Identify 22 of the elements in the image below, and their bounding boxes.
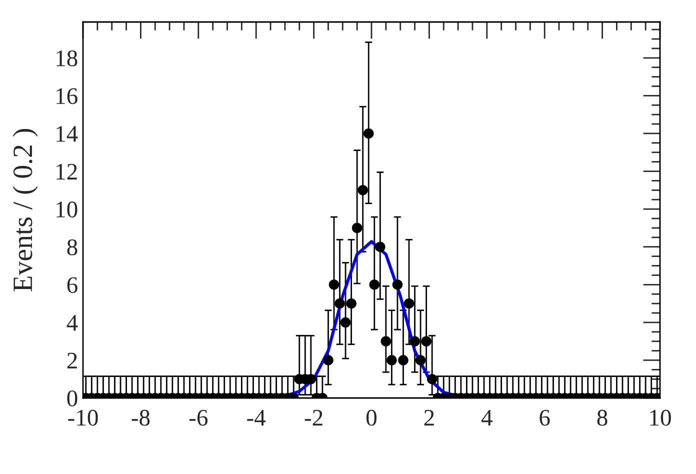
y-tick-label: 2 xyxy=(67,352,77,368)
y-tick-label: 10 xyxy=(56,202,78,218)
x-tick-label: -6 xyxy=(189,410,208,426)
x-tick-label: -2 xyxy=(304,410,322,426)
y-tick-label: 14 xyxy=(56,126,78,142)
x-tick-label: -8 xyxy=(132,410,150,426)
x-tick-label: 4 xyxy=(481,410,492,426)
y-tick-label: 12 xyxy=(56,164,77,180)
x-tick-label: 0 xyxy=(366,410,377,426)
x-tick-label: 6 xyxy=(540,410,550,426)
x-tick-label: -4 xyxy=(247,410,266,426)
x-tick-label: -10 xyxy=(68,410,98,426)
y-tick-label: 18 xyxy=(56,50,78,66)
y-tick-label: 4 xyxy=(66,315,78,331)
y-tick-label: 0 xyxy=(67,390,78,406)
y-axis-title: Events / ( 0.2 ) xyxy=(12,129,38,292)
x-tick-label: 8 xyxy=(597,410,608,426)
x-tick-label: 2 xyxy=(424,410,434,426)
y-tick-label: 16 xyxy=(56,88,78,104)
x-tick-label: 10 xyxy=(650,410,671,426)
y-tick-label: 8 xyxy=(67,239,78,256)
y-tick-label: 6 xyxy=(67,277,78,294)
